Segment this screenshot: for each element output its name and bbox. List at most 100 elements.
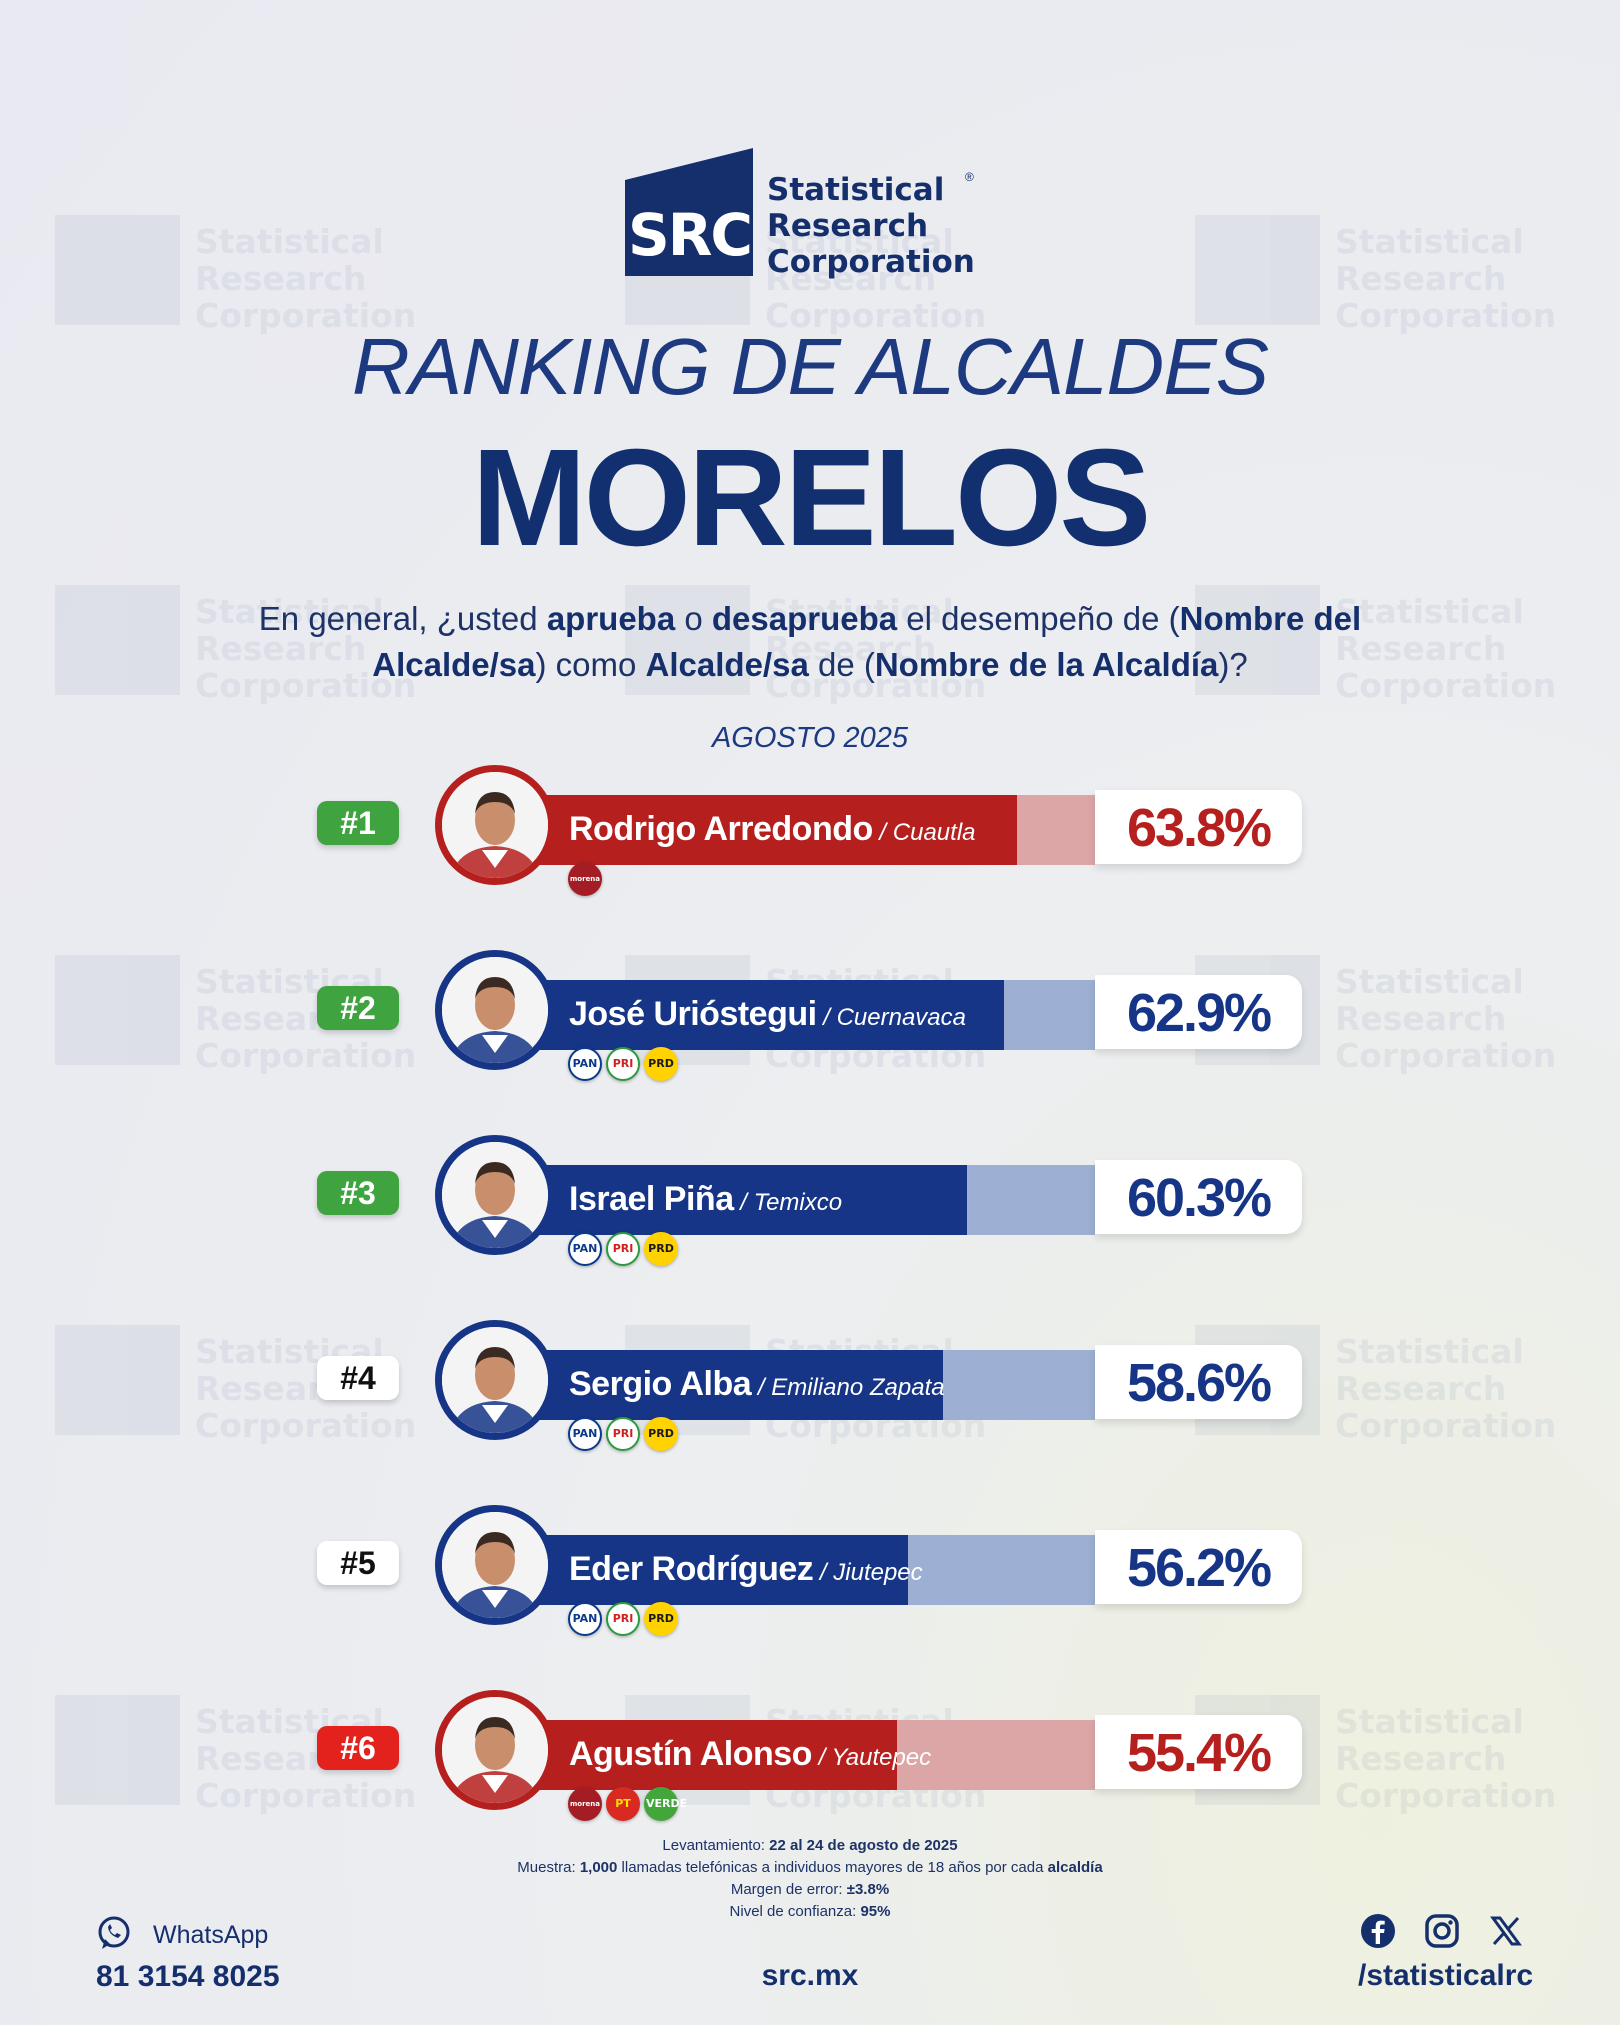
instagram-icon[interactable] <box>1424 1913 1460 1949</box>
rank-badge: #5 <box>317 1541 399 1585</box>
watermark-line: Corporation <box>1335 1406 1557 1445</box>
watermark-mark <box>1195 585 1320 695</box>
party-logo-pri-icon: PRI <box>606 1602 640 1636</box>
brand-name: Statistical Research Corporation <box>767 172 975 280</box>
watermark-mark <box>55 1325 180 1435</box>
website-link[interactable]: src.mx <box>761 1959 859 1992</box>
question-text: ) como <box>535 646 646 683</box>
ranking-row: #4 Sergio Alba / Emiliano Zapata 58.6% PAN P… <box>0 1315 1620 1451</box>
party-badges: morena PT VERDE <box>568 1787 687 1821</box>
party-logo-prd-icon: PRD <box>644 1047 678 1081</box>
whatsapp-icon <box>98 1916 130 1949</box>
party-logo-prd-icon: PRD <box>644 1602 678 1636</box>
watermark-line: Statistical <box>765 592 954 631</box>
mayor-label: José Urióstegui / Cuernavaca <box>569 994 966 1038</box>
municipality-name: Emiliano Zapata <box>771 1374 945 1401</box>
mayor-name: Agustín Alonso <box>569 1735 812 1773</box>
party-logo-verde-icon: VERDE <box>644 1787 687 1821</box>
question-text: )? <box>1218 646 1248 683</box>
question-text: el desempeño de ( <box>897 600 1180 637</box>
note-tail: alcaldía <box>1047 1859 1103 1876</box>
ranking-row: #2 José Urióstegui / Cuernavaca 62.9% PAN PR… <box>0 945 1620 1081</box>
municipality-name: Cuautla <box>892 819 976 846</box>
portrait-photo <box>442 1697 548 1803</box>
party-logo-pan-icon: PAN <box>568 1232 602 1266</box>
approval-bar <box>520 1165 967 1235</box>
party-badges: PAN PRI PRD <box>568 1602 682 1636</box>
note-value: 95% <box>860 1903 891 1920</box>
survey-question: En general, ¿usted aprueba o desaprueba … <box>180 596 1440 688</box>
party-logo-morena-icon: morena <box>568 862 602 896</box>
watermark-line: Research <box>1335 1739 1507 1778</box>
mayor-name: José Urióstegui <box>569 995 817 1033</box>
rank-badge: #4 <box>317 1356 399 1400</box>
question-emphasis: Nombre de la Alcaldía <box>874 646 1219 683</box>
bar-remainder <box>908 1535 1095 1605</box>
mayor-name: Sergio Alba <box>569 1365 752 1403</box>
portrait-photo <box>442 1512 548 1618</box>
approval-percentage: 60.3% <box>1126 1168 1272 1228</box>
rank-badge: #1 <box>317 801 399 845</box>
mayor-name: Rodrigo Arredondo <box>569 810 873 848</box>
watermark-line: Corporation <box>765 296 987 335</box>
mayor-label: Sergio Alba / Emiliano Zapata <box>569 1364 945 1408</box>
note-line: Nivel de confianza: 95% <box>0 1901 1620 1923</box>
watermark-mark <box>625 585 750 695</box>
approval-bar <box>520 1720 897 1790</box>
party-badges: PAN PRI PRD <box>568 1047 682 1081</box>
party-logo-morena-icon: morena <box>568 1787 602 1821</box>
mayor-portrait <box>435 1135 555 1255</box>
municipality-name: Temixco <box>753 1189 843 1216</box>
approval-percentage: 56.2% <box>1126 1538 1272 1598</box>
mayor-portrait <box>435 1505 555 1625</box>
watermark-line: Research <box>1335 629 1507 668</box>
registered-mark: ® <box>965 170 974 184</box>
watermark-line: Research <box>765 259 937 298</box>
watermark-line: Research <box>1335 1369 1507 1408</box>
party-logo-pan-icon: PAN <box>568 1047 602 1081</box>
whatsapp-number[interactable]: 81 3154 8025 <box>96 1960 280 1993</box>
mayor-label: Eder Rodríguez / Jiutepec <box>569 1549 923 1593</box>
party-logo-prd-icon: PRD <box>644 1417 678 1451</box>
note-label: Muestra: <box>517 1859 580 1876</box>
percentage-box: 60.3% <box>1095 1160 1302 1234</box>
watermark-line: Research <box>195 629 367 668</box>
watermark-line: Corporation <box>195 296 417 335</box>
municipality-name: Yautepec <box>831 1744 932 1771</box>
brand-line-2: Research <box>767 208 929 244</box>
party-logo-pan-icon: PAN <box>568 1602 602 1636</box>
x-icon[interactable] <box>1488 1913 1524 1949</box>
state-title: MORELOS <box>471 421 1152 575</box>
percentage-box: 56.2% <box>1095 1530 1302 1604</box>
watermark-line: Corporation <box>1335 1036 1557 1075</box>
mayor-name: Eder Rodríguez <box>569 1550 814 1588</box>
watermark-mark <box>55 1695 180 1805</box>
rank-badge: #2 <box>317 986 399 1030</box>
party-logo-pri-icon: PRI <box>606 1232 640 1266</box>
social-handle[interactable]: /statisticalrc <box>1358 1959 1534 1992</box>
watermark-line: Statistical <box>1335 962 1524 1001</box>
watermark-line: Research <box>765 629 937 668</box>
page-title: RANKING DE ALCALDES <box>351 322 1269 411</box>
watermark-line: Statistical <box>1335 222 1524 261</box>
bar-track: Eder Rodríguez / Jiutepec <box>520 1535 1095 1605</box>
note-line: Levantamiento: 22 al 24 de agosto de 202… <box>0 1835 1620 1857</box>
label-separator: / <box>816 1004 837 1031</box>
party-badges: PAN PRI PRD <box>568 1417 682 1451</box>
party-logo-prd-icon: PRD <box>644 1232 678 1266</box>
brand-line-3: Corporation <box>767 244 975 280</box>
watermark-line: Research <box>1335 259 1507 298</box>
mayor-portrait <box>435 1690 555 1810</box>
label-separator: / <box>813 1559 834 1586</box>
src-logo-mark <box>625 148 753 276</box>
facebook-icon[interactable] <box>1360 1913 1396 1949</box>
label-separator: / <box>751 1374 772 1401</box>
watermark-line: Corporation <box>195 666 417 705</box>
note-value: 1,000 <box>579 1859 618 1876</box>
